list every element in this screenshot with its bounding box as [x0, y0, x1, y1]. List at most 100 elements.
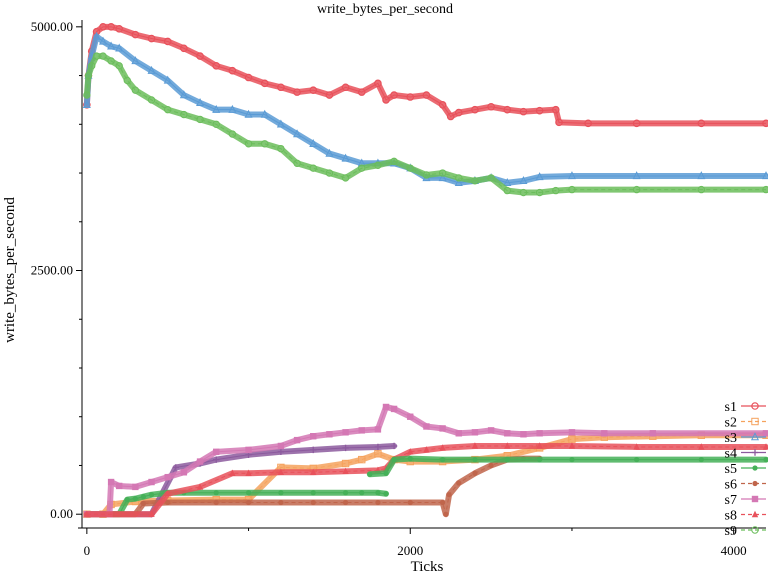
series-s7	[83, 403, 768, 518]
series-point	[196, 115, 204, 124]
series-point	[584, 119, 592, 128]
series-point	[537, 457, 543, 463]
series-s3	[82, 31, 768, 186]
legend-swatch-marker	[751, 417, 759, 426]
series-point	[439, 425, 446, 432]
series-point	[555, 118, 563, 127]
series-point	[82, 99, 91, 109]
legend-entry-s1: s1	[725, 400, 766, 415]
series-point	[503, 105, 512, 114]
series-point	[341, 174, 350, 182]
series-point	[390, 442, 398, 450]
series-s8	[83, 442, 768, 518]
series-point	[472, 470, 478, 476]
legend-label: s8	[725, 509, 737, 524]
series-point	[698, 443, 705, 450]
series-point	[358, 455, 366, 464]
series-point	[649, 430, 657, 437]
series-point	[276, 119, 285, 128]
series-point	[260, 79, 269, 88]
series-point	[763, 457, 768, 463]
series-point	[196, 52, 204, 60]
series-point	[277, 468, 285, 475]
series-point	[196, 458, 204, 465]
series-point	[632, 171, 641, 180]
series-point	[455, 430, 462, 437]
series-point	[504, 457, 510, 463]
series-point	[212, 62, 221, 70]
series-point	[536, 430, 543, 437]
series-point	[83, 510, 91, 517]
legend-entry-s2: s2	[725, 416, 766, 431]
series-point	[406, 164, 414, 172]
series-point	[310, 433, 317, 440]
series-point	[342, 444, 349, 452]
series-point	[446, 492, 452, 498]
legend-swatch-marker	[751, 510, 759, 518]
series-point	[229, 469, 236, 476]
series-point	[147, 96, 156, 104]
series-point	[132, 483, 139, 491]
series-point	[503, 177, 512, 186]
series-point	[697, 119, 706, 128]
series-point	[309, 86, 318, 94]
series-point	[454, 108, 463, 117]
legend-entry-s9: s9	[725, 524, 766, 539]
x-tick-label: 4000	[721, 543, 747, 558]
series-point	[568, 429, 576, 436]
y-tick-label: 5000.00	[31, 19, 73, 34]
series-point	[92, 31, 101, 40]
series-point	[245, 446, 252, 454]
series-extra-9	[366, 455, 768, 478]
series-point	[325, 148, 334, 157]
series-point	[471, 429, 479, 436]
series-point	[245, 490, 252, 496]
series-point	[487, 174, 495, 182]
series-thin-line	[86, 458, 540, 515]
series-thin-line	[86, 434, 766, 515]
series-point	[326, 431, 333, 438]
series-point	[367, 471, 373, 477]
series-point	[536, 442, 543, 449]
series-point	[123, 76, 131, 85]
series-point	[277, 144, 285, 153]
series-point	[569, 457, 575, 463]
series-point	[632, 119, 641, 128]
series-point	[131, 56, 140, 65]
legend-label: s7	[725, 493, 737, 508]
series-point	[439, 444, 446, 451]
series-point	[293, 159, 301, 167]
series-point	[244, 73, 253, 82]
series-point	[342, 467, 349, 475]
series-point	[147, 65, 156, 74]
legend-entry-s3: s3	[725, 431, 766, 446]
series-point	[633, 443, 640, 450]
y-tick-label: 2500.00	[31, 263, 73, 278]
series-point	[374, 450, 382, 458]
series-point	[148, 492, 155, 498]
series-point	[341, 153, 350, 162]
series-point	[407, 456, 413, 462]
series-point	[115, 62, 123, 70]
series-point	[163, 75, 172, 84]
series-point	[471, 442, 479, 449]
y-tick-label: 0.00	[50, 506, 73, 521]
axes: 0.00 2500.00 5000.00 0 2000 4000	[31, 19, 766, 558]
series-point	[131, 86, 140, 94]
series-point	[310, 446, 317, 454]
series-point	[519, 176, 528, 185]
series-point	[374, 443, 382, 451]
legend-swatch-marker	[751, 495, 759, 503]
series-point	[293, 88, 301, 96]
series-point	[147, 34, 156, 43]
series-point	[148, 478, 155, 486]
series-point	[503, 186, 511, 195]
series-point	[342, 490, 349, 496]
series-point	[99, 52, 107, 60]
series-point	[383, 470, 389, 476]
series-point	[391, 457, 397, 463]
legend-entry-s4: s4	[725, 447, 766, 462]
series-thin-line	[86, 55, 766, 194]
series-point	[88, 62, 96, 70]
